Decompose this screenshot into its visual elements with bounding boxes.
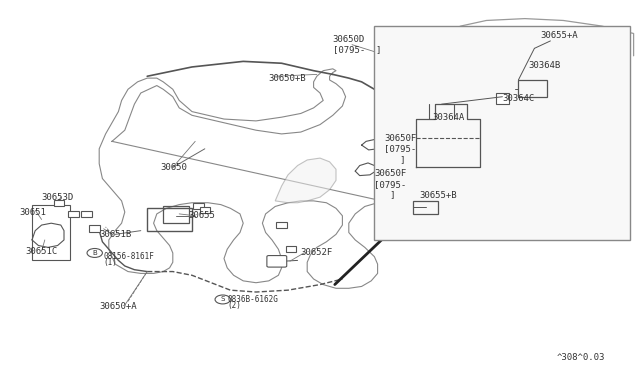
Text: ^308^0.03: ^308^0.03 — [557, 353, 605, 362]
Bar — [81, 211, 92, 217]
Text: 30364B: 30364B — [528, 61, 560, 70]
Text: 08156-8161F: 08156-8161F — [104, 252, 154, 261]
Text: 30650: 30650 — [160, 163, 187, 172]
Text: (1): (1) — [104, 258, 118, 267]
FancyBboxPatch shape — [267, 256, 287, 267]
Bar — [286, 246, 296, 252]
Text: B: B — [92, 250, 97, 256]
Text: 0836B-6162G: 0836B-6162G — [227, 295, 278, 304]
Text: 30651B: 30651B — [99, 230, 131, 239]
Bar — [276, 222, 287, 228]
Text: (2): (2) — [227, 301, 241, 310]
Text: 30655: 30655 — [189, 211, 216, 220]
Text: 30652F: 30652F — [301, 248, 333, 257]
Text: S: S — [221, 296, 225, 302]
Text: 30364C: 30364C — [502, 94, 534, 103]
Bar — [518, 80, 547, 97]
Bar — [496, 93, 509, 104]
Text: 30650+A: 30650+A — [99, 302, 137, 311]
Text: 30651C: 30651C — [26, 247, 58, 256]
Circle shape — [215, 295, 230, 304]
Circle shape — [87, 248, 102, 257]
Text: 30653D: 30653D — [42, 193, 74, 202]
Text: 30650+B: 30650+B — [269, 74, 307, 83]
Polygon shape — [275, 158, 336, 203]
Bar — [200, 207, 210, 213]
Text: 30650F
[0795-
   ]: 30650F [0795- ] — [374, 169, 406, 199]
Text: 30655+A: 30655+A — [541, 31, 579, 40]
Bar — [68, 211, 79, 217]
Text: 30650D
[0795-  ]: 30650D [0795- ] — [333, 35, 381, 54]
Bar — [147, 208, 192, 231]
Bar — [413, 201, 438, 214]
Bar — [374, 26, 630, 240]
Bar — [89, 225, 100, 232]
Bar — [54, 200, 64, 205]
Text: 30364A: 30364A — [432, 113, 464, 122]
Text: 30650F
[0795-
   ]: 30650F [0795- ] — [384, 134, 416, 164]
Bar — [32, 205, 70, 260]
Bar — [193, 203, 204, 209]
Text: 30655+B: 30655+B — [419, 191, 457, 200]
Text: 30651: 30651 — [19, 208, 46, 217]
